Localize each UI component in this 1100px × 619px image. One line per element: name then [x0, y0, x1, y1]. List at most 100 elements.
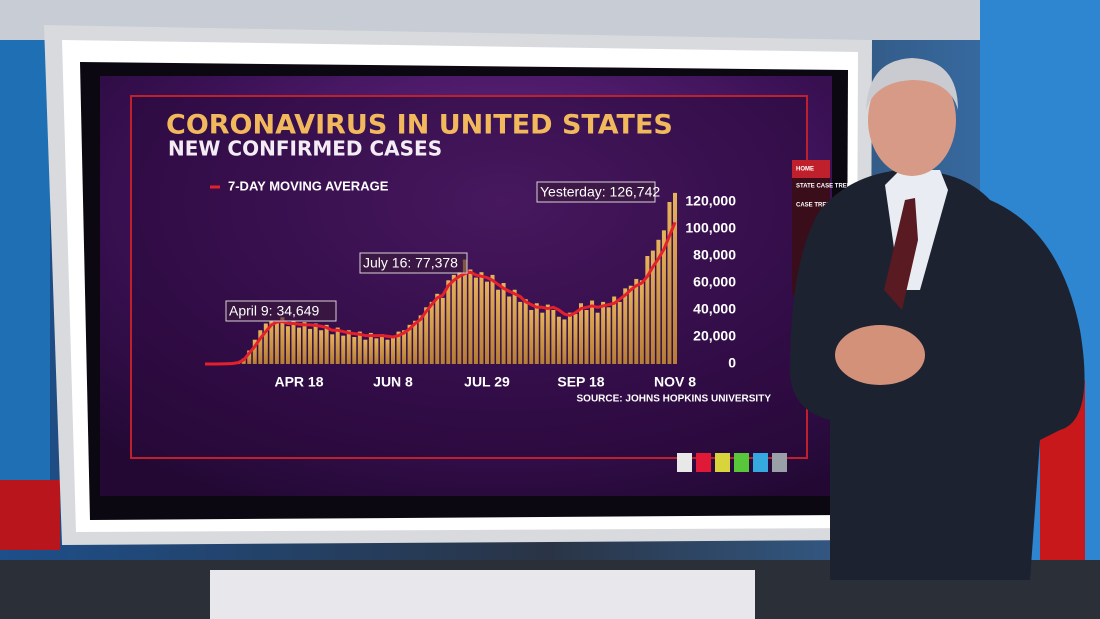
bar: [379, 334, 384, 364]
y-tick-label: 40,000: [693, 301, 736, 317]
chip[interactable]: [696, 453, 711, 472]
bar: [473, 277, 478, 364]
y-tick-label: 60,000: [693, 274, 736, 290]
chip[interactable]: [753, 453, 768, 472]
bar: [368, 332, 373, 364]
bar: [673, 192, 677, 364]
bar: [634, 278, 639, 364]
chart-title: CORONAVIRUS IN UNITED STATES: [166, 110, 673, 141]
suit: [790, 169, 1085, 580]
bar: [385, 339, 390, 364]
legend-label: 7-DAY MOVING AVERAGE: [228, 178, 389, 193]
bar: [507, 296, 512, 364]
annotation-box: [536, 181, 656, 203]
head: [868, 64, 956, 176]
bar: [346, 330, 351, 364]
bar: [601, 301, 606, 364]
x-tick-label: SEP 18: [557, 374, 604, 390]
bar: [446, 280, 451, 364]
bar: [429, 301, 434, 364]
bar: [451, 274, 456, 364]
x-tick-label: JUL 29: [464, 374, 510, 390]
menu-item[interactable]: STATE CASE TREND: [796, 184, 856, 190]
bar: [529, 310, 534, 364]
bar: [545, 304, 550, 364]
bar: [319, 330, 324, 364]
bar: [269, 320, 274, 364]
chip[interactable]: [677, 453, 692, 472]
bar: [424, 307, 429, 364]
bar: [645, 256, 650, 364]
menu-item[interactable]: HOME: [796, 167, 814, 173]
menu-item[interactable]: CASE TREND: [796, 203, 836, 209]
bar: [501, 283, 506, 364]
bar: [650, 250, 655, 364]
bar: [313, 323, 318, 364]
chip[interactable]: [772, 453, 787, 472]
bar: [534, 303, 539, 364]
chip[interactable]: [715, 453, 730, 472]
bar: [391, 335, 395, 364]
bar: [612, 296, 617, 364]
tie: [884, 198, 918, 310]
source: SOURCE: JOHNS HOPKINS UNIVERSITY: [577, 394, 772, 405]
chip[interactable]: [734, 453, 749, 472]
bar: [496, 289, 501, 364]
bar: [457, 272, 462, 364]
bar: [324, 324, 329, 364]
bar: [567, 312, 572, 364]
bar: [440, 297, 445, 364]
bar: [639, 280, 644, 364]
desk: [210, 570, 755, 619]
bar: [330, 334, 335, 364]
hair: [866, 58, 958, 110]
bar: [512, 289, 517, 364]
annotation: Yesterday: 126,742: [540, 184, 660, 200]
bar: [413, 320, 418, 364]
bar: [468, 269, 473, 364]
bar: [352, 337, 357, 364]
bar: [258, 330, 263, 364]
bar: [479, 272, 484, 364]
bar: [418, 315, 423, 364]
bar: [341, 335, 346, 364]
bar: [374, 338, 379, 364]
bar: [263, 323, 268, 364]
color-chips: [677, 453, 787, 472]
left-wall-panel: [0, 40, 50, 520]
chart-subtitle: NEW CONFIRMED CASES: [168, 137, 442, 161]
moving-average-line: [205, 221, 677, 366]
anchor: [790, 58, 1085, 580]
plot: 0 20,000 40,000 60,000 80,000 100,000 120,000 A…: [205, 181, 736, 390]
bar: [628, 285, 633, 364]
bar: [562, 319, 567, 364]
bar: [606, 307, 611, 364]
bar: [335, 327, 340, 364]
bar: [523, 299, 528, 364]
y-tick-label: 120,000: [685, 193, 736, 209]
bar: [280, 317, 285, 364]
bar: [247, 350, 252, 364]
side-menu-active: [792, 160, 830, 178]
bar: [667, 202, 672, 364]
y-tick-label: 100,000: [685, 220, 736, 236]
bar: [402, 330, 407, 364]
bar: [396, 331, 401, 364]
bar: [595, 312, 600, 364]
y-tick-label: 0: [728, 355, 736, 371]
bar: [617, 301, 622, 364]
annotation: July 16: 77,378: [363, 255, 458, 271]
bar: [308, 328, 313, 364]
x-tick-label: APR 18: [274, 374, 323, 390]
y-tick-label: 20,000: [693, 328, 736, 344]
bar: [551, 310, 556, 364]
bar: [656, 239, 661, 364]
bar: [462, 259, 467, 364]
bar: [435, 293, 440, 364]
annotation: April 9: 34,649: [229, 303, 319, 319]
bar: [590, 300, 595, 364]
bar: [357, 331, 362, 364]
bar: [252, 339, 257, 364]
x-tick-label: NOV 8: [654, 374, 696, 390]
